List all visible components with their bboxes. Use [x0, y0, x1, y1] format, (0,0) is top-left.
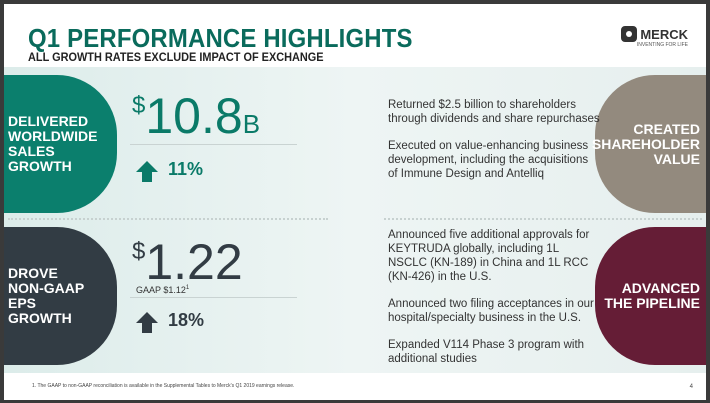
eps-growth: 18% [136, 303, 204, 333]
shareholder-label: CREATED SHAREHOLDER VALUE [591, 120, 700, 167]
pipeline-point: Expanded V114 Phase 3 program with addit… [388, 339, 585, 365]
eps-value: $1.22 [132, 234, 243, 290]
content-band: DELIVERED WORLDWIDE SALES GROWTH DROVE NON-G… [4, 67, 706, 373]
merck-logo: MERCK INVENTING FOR LIFE [621, 26, 688, 48]
logo-tagline: INVENTING FOR LIFE [636, 42, 688, 48]
eps-rule [130, 297, 297, 298]
pipeline-label: ADVANCED THE PIPELINE [604, 280, 700, 311]
page-number: 4 [689, 384, 693, 390]
up-arrow-icon [136, 160, 158, 182]
pipeline-pill: ADVANCED THE PIPELINE [595, 227, 706, 365]
pipeline-point: Announced two filing acceptances in our … [388, 298, 594, 324]
logo-name: MERCK [640, 26, 688, 42]
slide: Q1 PERFORMANCE HIGHLIGHTS ALL GROWTH RAT… [4, 4, 706, 400]
sales-growth: 11% [136, 152, 203, 182]
sales-rule [130, 144, 297, 145]
sales-growth-pill: DELIVERED WORLDWIDE SALES GROWTH [4, 75, 117, 213]
eps-growth-pill: DROVE NON-GAAP EPS GROWTH [4, 227, 117, 365]
footnote: 1. The GAAP to non-GAAP reconciliation i… [32, 383, 295, 389]
divider-right [384, 218, 702, 220]
eps-label: DROVE NON-GAAP EPS GROWTH [8, 265, 85, 326]
sales-value: $10.8B [132, 88, 261, 144]
page-title: Q1 PERFORMANCE HIGHLIGHTS [28, 23, 413, 53]
merck-logo-icon [621, 26, 638, 42]
sales-label: DELIVERED WORLDWIDE SALES GROWTH [8, 113, 98, 174]
divider-left [8, 218, 328, 220]
page-subtitle: ALL GROWTH RATES EXCLUDE IMPACT OF EXCHA… [28, 52, 324, 64]
up-arrow-icon [136, 311, 158, 333]
shareholder-points: Returned $2.5 billion to shareholders th… [388, 98, 600, 181]
shareholder-point: Executed on value-enhancing business dev… [388, 140, 589, 180]
shareholder-value-pill: CREATED SHAREHOLDER VALUE [591, 75, 706, 213]
pipeline-point: Announced five additional approvals for … [388, 229, 590, 283]
pipeline-points: Announced five additional approvals for … [388, 228, 600, 366]
shareholder-point: Returned $2.5 billion to shareholders th… [388, 99, 600, 125]
gaap-eps: GAAP $1.121 [136, 285, 190, 295]
